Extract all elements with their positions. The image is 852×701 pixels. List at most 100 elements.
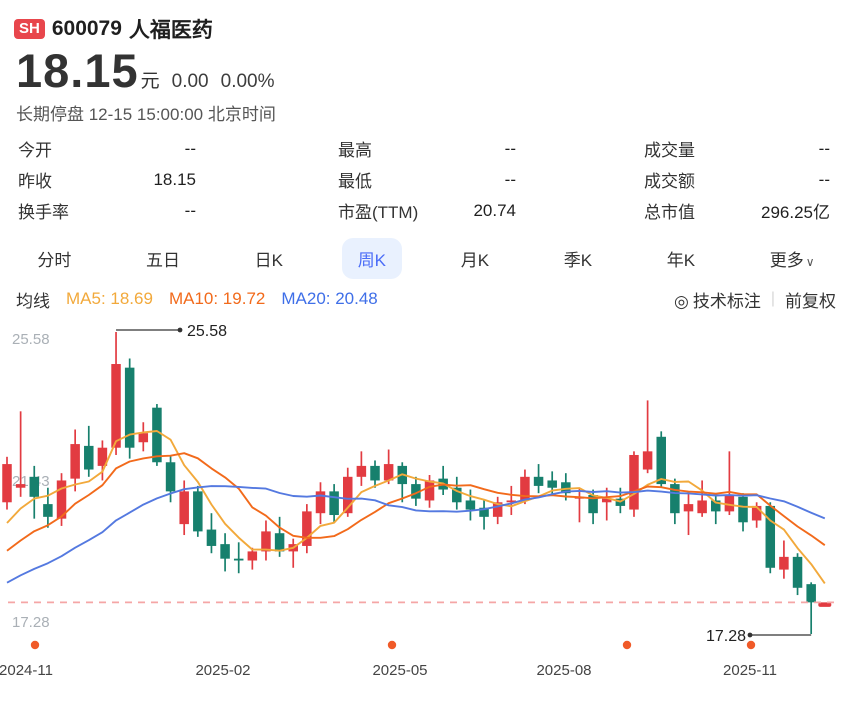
forward-adjusted-button[interactable]: 前复权 (785, 291, 836, 311)
exchange-badge: SH (14, 18, 45, 40)
stat-row: 总市值 296.25亿 (644, 195, 830, 226)
candle-body (561, 482, 571, 494)
stock-name: 人福医药 (128, 19, 213, 42)
stat-row: 成交额 -- (644, 164, 830, 195)
high-annotation: 25.58 (116, 323, 227, 340)
stat-label: 昨收 (18, 172, 52, 192)
candle-body (601, 498, 612, 503)
stat-label: 成交量 (644, 141, 695, 161)
stat-label: 今开 (18, 141, 52, 161)
stat-value: -- (184, 200, 196, 220)
tab-five-day[interactable]: 五日 (146, 250, 180, 270)
event-dot[interactable] (622, 641, 632, 650)
ma-legend-ma5: MA5: 18.69 (66, 289, 153, 309)
candle-body (2, 464, 12, 503)
candle-body (124, 368, 135, 449)
candle-body (642, 451, 653, 470)
candle-body (492, 502, 503, 518)
trading-status: 长期停盘 12-15 15:00:00 北京时间 (16, 105, 276, 125)
candle-body (779, 557, 789, 570)
price-unit: 元 (140, 71, 160, 92)
stat-row: 昨收 18.15 (18, 164, 196, 195)
stat-value: 296.25亿 (761, 203, 830, 223)
tab-quarterly-k[interactable]: 季K (563, 250, 593, 270)
candle-body (111, 364, 121, 449)
eye-icon: ◎ (674, 291, 689, 311)
candle-body (56, 480, 67, 520)
stat-row: 最低 -- (338, 164, 516, 195)
stat-value: -- (818, 169, 830, 189)
price-change: 0.00 (171, 71, 209, 92)
ma-legend-title: 均线 (16, 291, 50, 311)
low-annotation: 17.28 (706, 628, 812, 645)
candle-body (629, 455, 639, 510)
candle-body (220, 544, 230, 560)
candle-body (411, 484, 421, 499)
candle-body (479, 508, 489, 518)
ma20-line (6, 485, 826, 584)
stat-value: -- (184, 138, 196, 158)
candle-body (97, 448, 108, 467)
candle-body (70, 444, 80, 479)
candle-body (383, 464, 394, 481)
stats-column-3: 成交量 -- 成交额 -- 总市值 296.25亿 (644, 133, 830, 226)
high-annotation-label: 25.58 (187, 323, 227, 340)
low-annotation-label: 17.28 (706, 628, 746, 645)
tab-monthly-k[interactable]: 月K (460, 250, 490, 270)
x-axis-label: 2025-08 (536, 662, 591, 679)
stat-label: 市盈(TTM) (338, 203, 419, 223)
candle-body (329, 491, 339, 516)
divider: | (770, 290, 775, 308)
stat-value: 20.74 (473, 200, 516, 220)
tab-daily-k[interactable]: 日K (254, 250, 284, 270)
ma-legend-ma10: MA10: 19.72 (168, 289, 266, 309)
candle-body (193, 491, 203, 532)
candle-body (533, 477, 544, 487)
candle-body (424, 480, 435, 501)
tech-annotation-toggle[interactable]: ◎ 技术标注 (674, 291, 761, 311)
candle-body (343, 477, 353, 514)
y-axis-label: 17.28 (12, 614, 50, 631)
low-annotation-dot (747, 632, 753, 638)
price-change-percent: 0.00% (220, 71, 275, 92)
y-axis-label: 25.58 (12, 331, 50, 348)
event-dot[interactable] (746, 641, 756, 650)
candle-body (724, 495, 735, 512)
candle-body (697, 500, 707, 514)
candle-body (751, 506, 762, 521)
x-axis-label: 2024-11 (0, 662, 53, 679)
tab-minute[interactable]: 分时 (37, 250, 72, 270)
kline-chart[interactable]: 25.5821.4317.2825.5817.282024-112025-022… (0, 314, 852, 690)
stat-row: 成交量 -- (644, 133, 830, 164)
period-tabs: 分时 五日 日K 周K 月K 季K 年K 更多 ∨ (0, 237, 852, 279)
candle-body (547, 480, 557, 489)
candle-body (138, 433, 149, 443)
stat-row: 市盈(TTM) 20.74 (338, 195, 516, 226)
candle-body (818, 602, 832, 608)
candle-body (29, 477, 40, 498)
event-dot[interactable] (30, 641, 40, 650)
event-dot[interactable] (387, 641, 397, 650)
stats-column-1: 今开 -- 昨收 18.15 换手率 -- (18, 133, 196, 226)
stat-row: 最高 -- (338, 133, 516, 164)
kline-chart-container[interactable]: 25.5821.4317.2825.5817.282024-112025-022… (0, 314, 852, 695)
candle-body (588, 495, 598, 514)
candle-body (356, 466, 367, 478)
stat-value: -- (818, 138, 830, 158)
chart-toolbar: 均线 MA5: 18.69 MA10: 19.72 MA20: 20.48 ◎ 技术标… (0, 286, 852, 312)
tab-weekly-k[interactable]: 周K (341, 237, 403, 279)
candle-body (370, 466, 380, 481)
candle-body (165, 462, 176, 492)
x-axis-label: 2025-05 (372, 662, 427, 679)
price-row: 18.15 元 0.00 0.00% (0, 44, 852, 96)
tab-yearly-k[interactable]: 年K (666, 250, 696, 270)
candle-body (792, 557, 803, 589)
tab-more[interactable]: 更多 ∨ (769, 250, 815, 270)
stat-label: 成交额 (644, 172, 695, 192)
candle-body (247, 551, 258, 561)
chart-tools: ◎ 技术标注 | 前复权 (674, 287, 836, 312)
candles-group (2, 332, 832, 635)
stat-row: 换手率 -- (18, 195, 196, 226)
stats-column-2: 最高 -- 最低 -- 市盈(TTM) 20.74 (338, 133, 516, 226)
